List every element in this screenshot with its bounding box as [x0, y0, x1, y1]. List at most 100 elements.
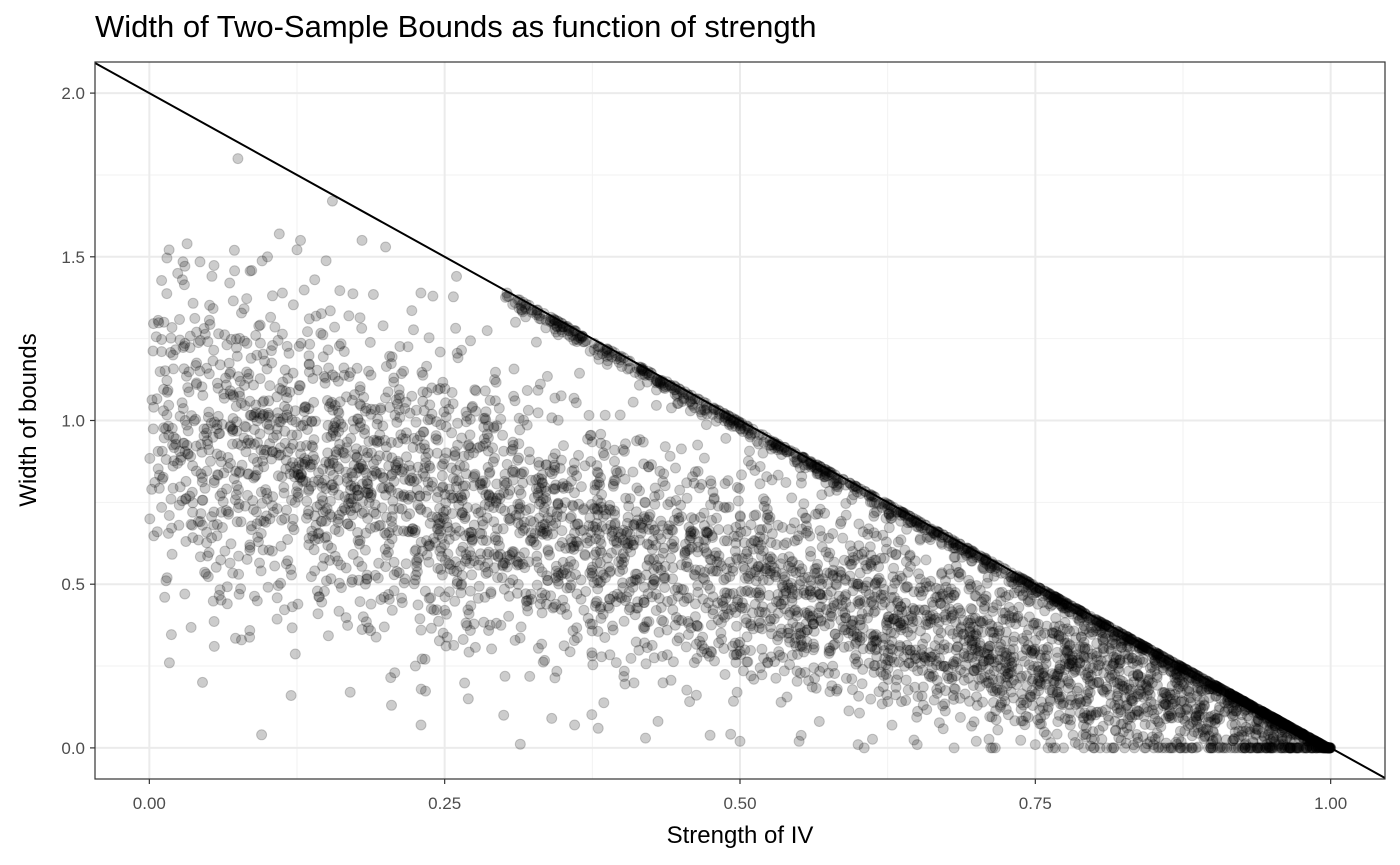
- data-point: [1202, 716, 1214, 728]
- data-point: [1214, 713, 1226, 725]
- data-point: [843, 705, 855, 717]
- data-point: [406, 491, 418, 503]
- data-point: [501, 477, 513, 489]
- data-point: [550, 479, 562, 491]
- data-point: [494, 489, 505, 501]
- data-point: [404, 474, 415, 486]
- data-point: [1212, 742, 1224, 754]
- data-point: [1015, 715, 1027, 727]
- data-point: [427, 476, 438, 488]
- data-point: [271, 423, 283, 435]
- data-point: [806, 614, 818, 626]
- data-point: [194, 516, 206, 528]
- data-point: [968, 716, 980, 728]
- data-point: [454, 525, 466, 537]
- data-point: [698, 542, 710, 554]
- data-point: [1039, 605, 1051, 617]
- data-point: [735, 649, 747, 660]
- data-point: [768, 562, 780, 574]
- data-point: [570, 333, 582, 345]
- data-point: [433, 518, 445, 530]
- data-point: [507, 466, 518, 478]
- data-point: [898, 651, 910, 663]
- data-point: [227, 413, 239, 424]
- data-point: [522, 605, 534, 617]
- data-point: [1043, 598, 1054, 610]
- data-point: [728, 695, 739, 707]
- data-point: [936, 588, 948, 600]
- data-point: [1174, 674, 1186, 686]
- data-point: [1140, 679, 1152, 690]
- data-point: [1148, 699, 1160, 711]
- data-point: [412, 461, 424, 473]
- data-point: [450, 464, 462, 476]
- data-point: [670, 462, 681, 474]
- data-point: [662, 523, 674, 535]
- data-point: [1198, 700, 1210, 712]
- data-point: [1222, 697, 1234, 709]
- data-point: [575, 593, 587, 605]
- data-point: [798, 646, 810, 658]
- data-point: [999, 651, 1011, 663]
- data-point: [618, 665, 630, 677]
- data-point: [363, 365, 375, 377]
- data-point: [945, 592, 957, 604]
- data-point: [575, 525, 586, 537]
- data-point: [199, 566, 211, 578]
- data-point: [1065, 714, 1077, 726]
- data-point: [528, 516, 540, 528]
- data-point: [622, 542, 633, 554]
- data-point: [932, 624, 944, 635]
- data-point: [374, 519, 386, 531]
- data-point: [1282, 742, 1294, 754]
- data-point: [951, 632, 963, 644]
- data-point: [823, 551, 834, 563]
- data-point: [1227, 710, 1239, 722]
- data-point: [902, 581, 914, 593]
- data-point: [745, 587, 757, 598]
- data-point: [814, 589, 826, 601]
- data-point: [255, 515, 266, 527]
- data-point: [437, 376, 449, 388]
- data-point: [972, 650, 984, 662]
- data-point: [533, 472, 545, 484]
- data-point: [549, 392, 561, 404]
- data-point: [1240, 725, 1252, 737]
- data-point: [524, 670, 536, 682]
- data-point: [680, 538, 691, 550]
- data-point: [156, 346, 168, 358]
- data-point: [997, 607, 1009, 619]
- data-point: [798, 587, 810, 599]
- data-point: [938, 643, 950, 655]
- data-point: [1162, 710, 1174, 722]
- data-point: [641, 560, 653, 572]
- data-point: [744, 445, 755, 457]
- data-point: [357, 478, 368, 490]
- data-point: [187, 460, 199, 472]
- data-point: [754, 662, 766, 674]
- data-point: [1048, 677, 1060, 689]
- data-point: [511, 555, 522, 567]
- data-point: [888, 627, 900, 639]
- data-point: [378, 591, 390, 603]
- data-point: [550, 572, 562, 584]
- data-point: [1151, 669, 1163, 681]
- data-point: [978, 563, 990, 575]
- data-point: [795, 477, 807, 489]
- data-point: [989, 563, 1001, 575]
- data-point: [483, 546, 495, 558]
- data-point: [708, 493, 720, 505]
- data-point: [672, 582, 684, 594]
- data-point: [879, 633, 891, 644]
- data-point: [820, 477, 832, 489]
- data-point: [1077, 729, 1089, 741]
- data-point: [755, 560, 767, 572]
- data-point: [478, 413, 490, 424]
- data-point: [846, 494, 858, 505]
- data-point: [177, 403, 189, 414]
- data-point: [610, 465, 622, 477]
- data-point: [913, 586, 925, 598]
- data-point: [1070, 632, 1082, 644]
- data-point: [728, 417, 740, 429]
- data-point: [705, 475, 717, 487]
